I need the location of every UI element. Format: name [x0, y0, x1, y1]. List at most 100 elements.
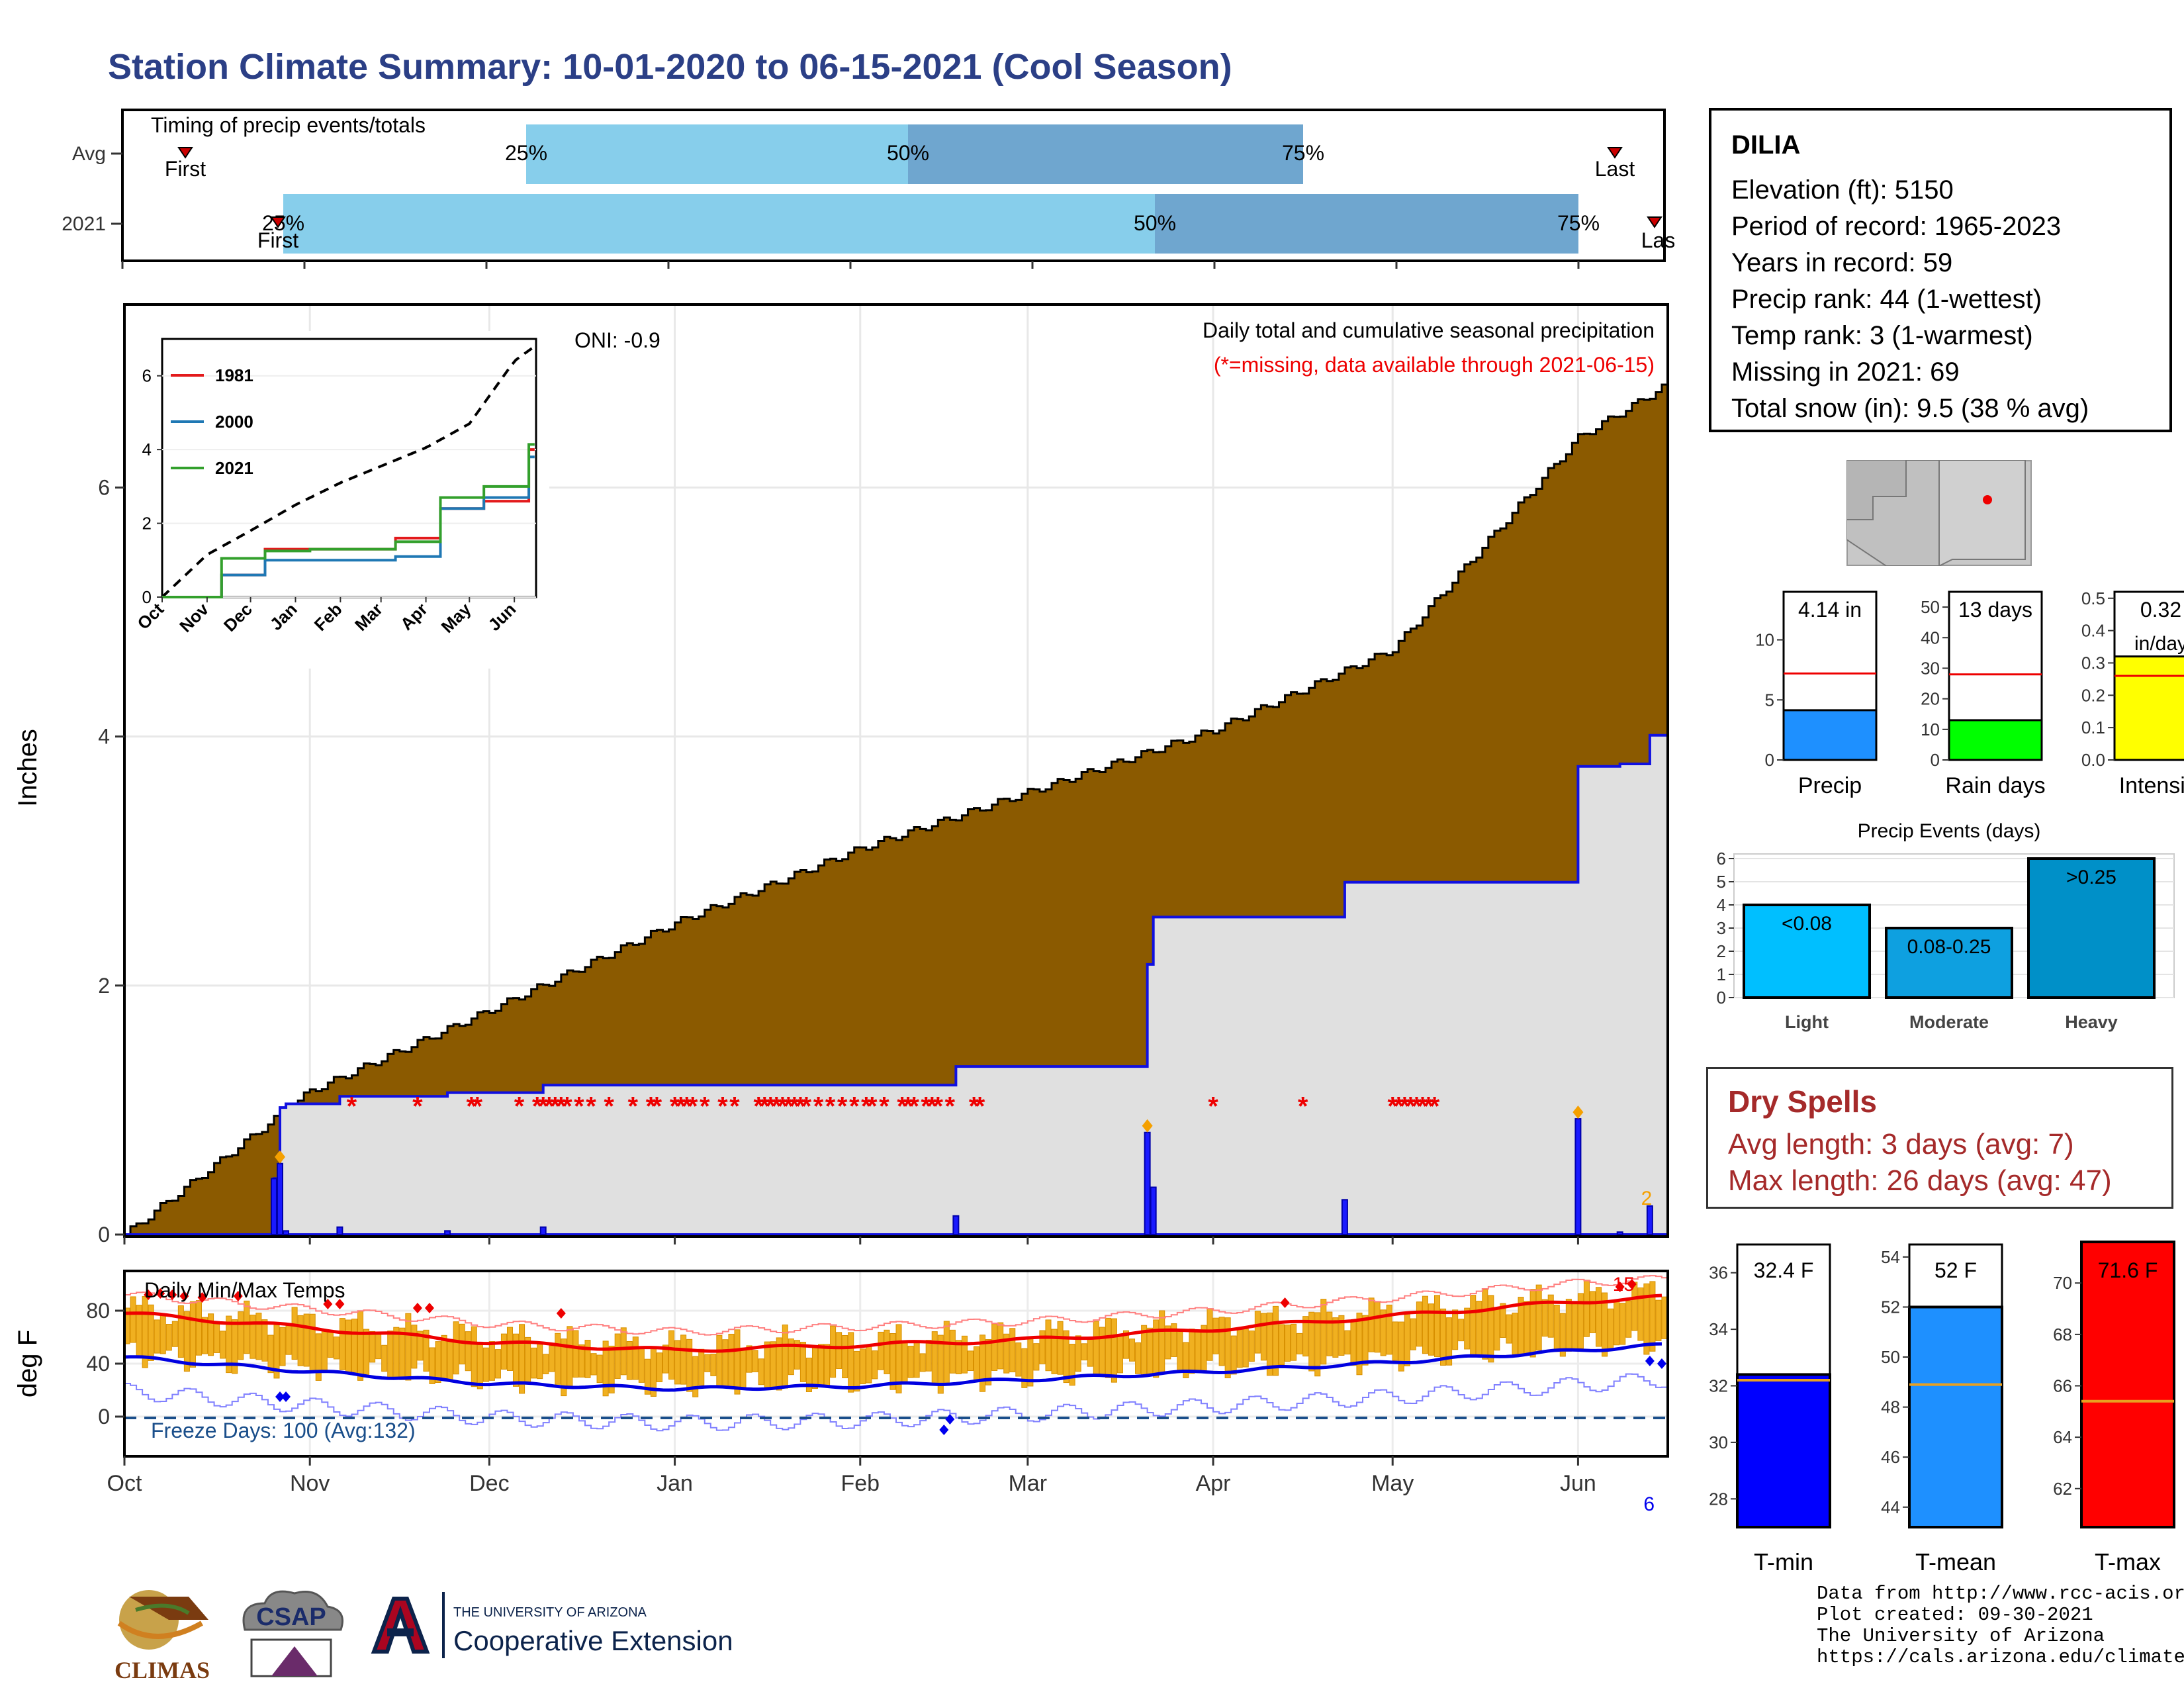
temp-chart-y-tick: 34	[1709, 1319, 1728, 1339]
precip-events-chart: Precip Events (days) 0 1 2 3 4 5 6 <0.08 Light 0.0…	[1717, 820, 2175, 1032]
season-tmean-label: T-mean	[1915, 1548, 1996, 1575]
daily-temp-bar	[638, 1347, 645, 1383]
missing-data-marker: *	[1400, 1092, 1410, 1121]
daily-temp-bar	[1236, 1329, 1243, 1368]
daily-temp-bar	[447, 1338, 453, 1382]
daily-temp-bar	[644, 1358, 651, 1395]
missing-data-marker: *	[688, 1092, 698, 1121]
missing-data-marker: *	[861, 1092, 872, 1121]
daily-temp-bar	[632, 1336, 639, 1380]
month-tick: Feb	[841, 1471, 880, 1496]
avg-q75-label: 75%	[1282, 141, 1324, 165]
daily-temp-bar	[488, 1341, 495, 1381]
daily-precip-bar	[1341, 1199, 1348, 1236]
daily-temp-bar	[482, 1347, 489, 1382]
daily-temp-bar	[1069, 1344, 1075, 1386]
temp-chart-y-tick: 28	[1709, 1489, 1728, 1509]
daily-temp-bar	[1285, 1325, 1291, 1362]
season-precip-value: 4.14 in	[1798, 598, 1862, 622]
daily-temp-bar	[1212, 1317, 1219, 1354]
daily-temp-bar	[506, 1327, 514, 1372]
daily-temp-bar	[949, 1329, 956, 1374]
y2021-last-marker	[1647, 216, 1662, 228]
event-bar-moderate	[1885, 927, 2013, 999]
missing-data-marker: *	[1387, 1092, 1398, 1121]
inset-legend-label: 2000	[215, 412, 253, 432]
dry-spells-avg: Avg length: 3 days (avg: 7)	[1728, 1128, 2074, 1160]
season-tmin-bar	[1736, 1373, 1831, 1528]
record-high-marker	[156, 1288, 165, 1299]
temp-panel-label: Daily Min/Max Temps	[144, 1278, 345, 1302]
event-bar-label: 0.08-0.25	[1907, 936, 1991, 958]
locator-map	[1846, 460, 2032, 566]
temp-y-tick: 80	[86, 1299, 110, 1323]
station-location-marker	[1983, 495, 1992, 504]
events-y-tick: 3	[1717, 918, 1726, 938]
temp-chart-y-tick: 66	[2053, 1376, 2072, 1396]
daily-temp-bar	[1027, 1336, 1034, 1387]
daily-temp-bar	[220, 1331, 226, 1359]
daily-temp-bar	[1350, 1321, 1357, 1366]
daily-temp-bar	[1452, 1309, 1459, 1350]
daily-temp-bar	[303, 1313, 310, 1367]
timing-chart: Timing of precip events/totals Avg 2021 …	[62, 109, 1674, 269]
season-temp-charts: 32.4 F T-min 28 30 32 34 36 52 F T-mean 44 46 48 50 5…	[1709, 1241, 2175, 1575]
missing-data-marker: *	[903, 1092, 913, 1121]
y2021-q75-label: 75%	[1557, 211, 1600, 235]
daily-temp-bar	[1111, 1318, 1117, 1383]
daily-temp-bar	[159, 1313, 166, 1354]
heavy-event-marker	[1572, 1105, 1584, 1119]
credit-line: Plot created: 09-30-2021	[1817, 1604, 2093, 1626]
inset-series-2021	[162, 443, 535, 598]
temp-y-tick: 0	[98, 1405, 110, 1429]
daily-temp-bar	[698, 1348, 705, 1386]
missing-data-marker: *	[700, 1092, 710, 1121]
missing-data-marker: *	[586, 1092, 596, 1121]
daily-temp-bar	[500, 1333, 507, 1370]
inset-y-tick: 4	[142, 440, 152, 459]
missing-data-marker: *	[759, 1092, 770, 1121]
record-high-marker	[412, 1303, 422, 1313]
daily-temp-bar	[1547, 1294, 1554, 1338]
daily-temp-bar	[817, 1344, 825, 1387]
daily-temp-bar	[171, 1321, 178, 1347]
events-y-tick: 5	[1717, 872, 1726, 892]
precip-y-tick: 6	[98, 475, 110, 499]
record-low-marker	[939, 1425, 949, 1435]
daily-precip-bar	[444, 1230, 451, 1235]
station-precip-rank: Precip rank: 44 (1-wettest)	[1731, 285, 2042, 314]
precip-y-tick: 0	[98, 1223, 110, 1244]
daily-temp-bar	[680, 1335, 687, 1385]
daily-temp-bar	[967, 1350, 974, 1372]
season-tmean-bar	[1908, 1305, 2003, 1528]
daily-temp-bar	[884, 1329, 890, 1374]
small-chart-y-tick: 0.0	[2081, 750, 2105, 770]
daily-temp-bar	[1063, 1330, 1069, 1383]
small-chart-y-tick: 20	[1921, 689, 1940, 709]
daily-temp-bar	[1428, 1303, 1434, 1356]
station-missing: Missing in 2021: 69	[1731, 357, 1960, 387]
daily-temp-bar	[494, 1349, 501, 1379]
daily-temp-bar	[1015, 1342, 1022, 1377]
daily-temp-bar	[555, 1333, 561, 1385]
missing-data-marker: *	[1208, 1092, 1218, 1121]
daily-temp-bar	[1266, 1312, 1273, 1376]
daily-temp-bar	[1159, 1310, 1165, 1374]
daily-temp-bar	[704, 1354, 711, 1372]
season-tmin-value: 32.4 F	[1754, 1258, 1814, 1282]
daily-temp-bar	[363, 1329, 370, 1378]
daily-temp-bar	[250, 1315, 256, 1359]
timing-2021-q1	[283, 194, 1155, 254]
daily-temp-bar	[381, 1344, 388, 1372]
daily-temp-bar	[1338, 1315, 1345, 1356]
daily-temp-bar	[1488, 1295, 1494, 1363]
season-intensity-bar	[2113, 655, 2184, 761]
daily-temp-bar	[1529, 1289, 1536, 1358]
missing-data-marker: *	[1430, 1092, 1440, 1121]
events-y-tick: 1	[1717, 964, 1726, 984]
daily-temp-bar	[1195, 1329, 1201, 1373]
daily-temp-bar	[1177, 1329, 1183, 1371]
daily-temp-bar	[728, 1333, 735, 1389]
daily-temp-bar	[836, 1332, 842, 1370]
daily-precip-bar	[952, 1215, 960, 1235]
